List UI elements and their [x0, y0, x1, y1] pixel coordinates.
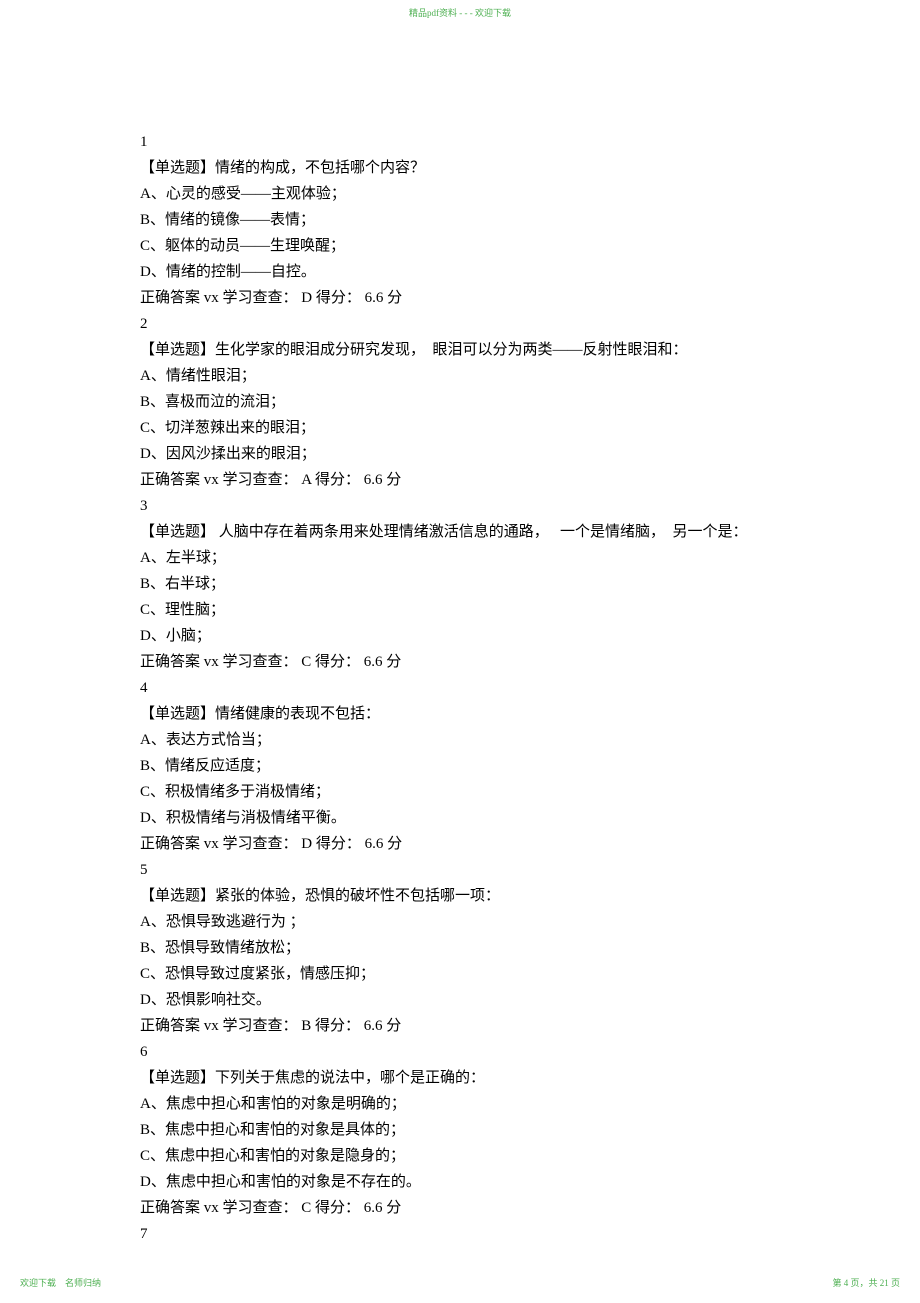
option-a: A、恐惧导致逃避行为 ； — [140, 909, 780, 935]
page-header: 精品pdf资料 - - - 欢迎下载 — [0, 0, 920, 19]
option-c: C、理性脑； — [140, 597, 780, 623]
document-body: 1 【单选题】情绪的构成，不包括哪个内容？ A、心灵的感受——主观体验； B、情… — [0, 19, 920, 1247]
score-value: 6.6 — [364, 654, 383, 670]
score-label: 得分： — [316, 290, 361, 306]
question-number: 1 — [140, 129, 780, 155]
question-prompt: 【单选题】情绪健康的表现不包括： — [140, 701, 780, 727]
option-a: A、左半球； — [140, 545, 780, 571]
score-label: 得分： — [315, 472, 360, 488]
question-number: 5 — [140, 857, 780, 883]
score-value: 6.6 — [364, 1200, 383, 1216]
question-number: 2 — [140, 311, 780, 337]
score-unit: 分 — [386, 1018, 401, 1034]
answer-letter: A — [301, 472, 311, 488]
answer-letter: D — [301, 836, 312, 852]
answer-line: 正确答案 vx 学习查查： D 得分： 6.6 分 — [140, 831, 780, 857]
question-number: 6 — [140, 1039, 780, 1065]
score-value: 6.6 — [364, 472, 383, 488]
option-a: A、焦虑中担心和害怕的对象是明确的； — [140, 1091, 780, 1117]
option-c: C、焦虑中担心和害怕的对象是隐身的； — [140, 1143, 780, 1169]
answer-prefix: 正确答案 vx 学习查查： — [140, 1018, 298, 1034]
answer-prefix: 正确答案 vx 学习查查： — [140, 1200, 298, 1216]
option-d: D、焦虑中担心和害怕的对象是不存在的。 — [140, 1169, 780, 1195]
score-unit: 分 — [386, 654, 401, 670]
answer-letter: D — [301, 290, 312, 306]
answer-letter: B — [301, 1018, 311, 1034]
score-unit: 分 — [386, 1200, 401, 1216]
option-c: C、躯体的动员——生理唤醒； — [140, 233, 780, 259]
option-b: B、恐惧导致情绪放松； — [140, 935, 780, 961]
option-b: B、情绪的镜像——表情； — [140, 207, 780, 233]
answer-prefix: 正确答案 vx 学习查查： — [140, 654, 298, 670]
option-d: D、恐惧影响社交。 — [140, 987, 780, 1013]
option-d: D、小脑； — [140, 623, 780, 649]
score-value: 6.6 — [365, 290, 384, 306]
answer-letter: C — [301, 654, 311, 670]
question-number: 4 — [140, 675, 780, 701]
page-footer: 欢迎下载 名师归纳 第 4 页，共 21 页 — [0, 1276, 920, 1289]
score-value: 6.6 — [364, 1018, 383, 1034]
answer-line: 正确答案 vx 学习查查： D 得分： 6.6 分 — [140, 285, 780, 311]
question-prompt: 【单选题】生化学家的眼泪成分研究发现， 眼泪可以分为两类——反射性眼泪和： — [140, 337, 780, 363]
option-c: C、恐惧导致过度紧张，情感压抑； — [140, 961, 780, 987]
footer-left: 欢迎下载 名师归纳 — [20, 1276, 101, 1289]
question-prompt: 【单选题】下列关于焦虑的说法中，哪个是正确的： — [140, 1065, 780, 1091]
answer-line: 正确答案 vx 学习查查： A 得分： 6.6 分 — [140, 467, 780, 493]
answer-line: 正确答案 vx 学习查查： C 得分： 6.6 分 — [140, 649, 780, 675]
answer-line: 正确答案 vx 学习查查： C 得分： 6.6 分 — [140, 1195, 780, 1221]
option-a: A、情绪性眼泪； — [140, 363, 780, 389]
option-b: B、焦虑中担心和害怕的对象是具体的； — [140, 1117, 780, 1143]
answer-line: 正确答案 vx 学习查查： B 得分： 6.6 分 — [140, 1013, 780, 1039]
score-value: 6.6 — [365, 836, 384, 852]
score-label: 得分： — [315, 1018, 360, 1034]
score-label: 得分： — [316, 836, 361, 852]
question-prompt: 【单选题】情绪的构成，不包括哪个内容？ — [140, 155, 780, 181]
footer-right: 第 4 页，共 21 页 — [832, 1276, 900, 1289]
option-c: C、积极情绪多于消极情绪； — [140, 779, 780, 805]
score-label: 得分： — [315, 654, 360, 670]
option-c: C、切洋葱辣出来的眼泪； — [140, 415, 780, 441]
question-number: 7 — [140, 1221, 780, 1247]
option-d: D、情绪的控制——自控。 — [140, 259, 780, 285]
question-prompt: 【单选题】 人脑中存在着两条用来处理情绪激活信息的通路， 一个是情绪脑， 另一个… — [140, 519, 780, 545]
option-d: D、因风沙揉出来的眼泪； — [140, 441, 780, 467]
score-unit: 分 — [387, 290, 402, 306]
score-unit: 分 — [386, 472, 401, 488]
option-d: D、积极情绪与消极情绪平衡。 — [140, 805, 780, 831]
answer-prefix: 正确答案 vx 学习查查： — [140, 472, 298, 488]
option-b: B、喜极而泣的流泪； — [140, 389, 780, 415]
question-number: 3 — [140, 493, 780, 519]
option-b: B、右半球； — [140, 571, 780, 597]
option-b: B、情绪反应适度； — [140, 753, 780, 779]
option-a: A、心灵的感受——主观体验； — [140, 181, 780, 207]
score-unit: 分 — [387, 836, 402, 852]
score-label: 得分： — [315, 1200, 360, 1216]
option-a: A、表达方式恰当； — [140, 727, 780, 753]
answer-letter: C — [301, 1200, 311, 1216]
answer-prefix: 正确答案 vx 学习查查： — [140, 290, 298, 306]
question-prompt: 【单选题】紧张的体验，恐惧的破坏性不包括哪一项： — [140, 883, 780, 909]
answer-prefix: 正确答案 vx 学习查查： — [140, 836, 298, 852]
